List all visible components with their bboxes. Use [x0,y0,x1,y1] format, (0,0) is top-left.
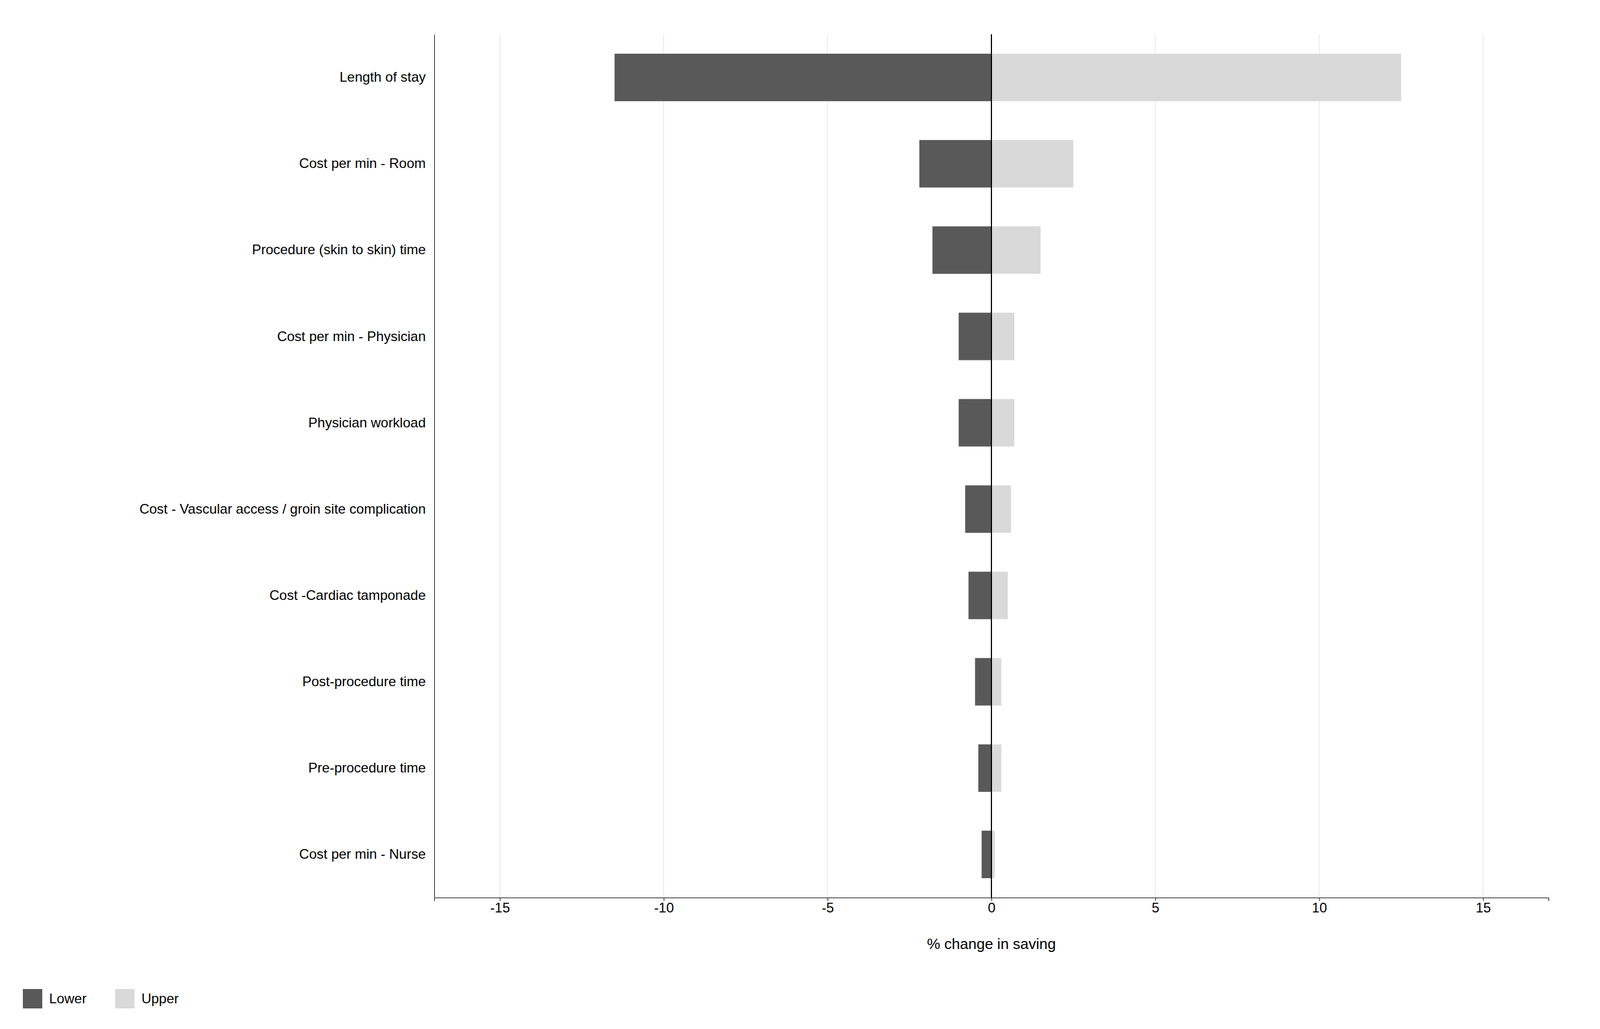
y-axis: Cost per min - Nurse Pre-procedure time Po… [139,34,435,899]
y-tick: Cost -Cardiac tamponade [269,587,435,603]
x-axis-title: % change in saving [926,935,1056,953]
y-axis-line [434,34,435,899]
bar [919,140,992,188]
grid-line [663,34,664,898]
bar [978,744,992,792]
x-tick: -15 [490,897,511,916]
y-tick-label: Cost per min - Room [299,155,426,171]
bar [614,53,992,102]
bar [981,830,992,879]
legend: Lower Upper [22,989,179,1009]
y-tick-label: Procedure (skin to skin) time [252,241,426,258]
x-tick: 15 [1475,897,1491,916]
x-tick: 10 [1312,897,1328,916]
grid-line [991,34,992,898]
bar [991,53,1402,102]
bar [991,312,1015,360]
x-tick-label: 15 [1475,900,1491,916]
x-tick: -5 [821,897,834,916]
bar [991,485,1011,533]
x-tick-label: -15 [490,900,511,916]
plot: -15 -10 -5 0 5 10 15 Cost per min - Nurse Pre-pr… [139,34,1550,916]
grid [500,34,1484,898]
x-tick-label: 0 [988,900,996,916]
bar [991,658,1002,706]
y-tick: Cost per min - Physician [277,328,435,344]
y-tick: Physician workload [308,414,435,431]
bar [968,572,992,620]
x-tick-label: 5 [1152,900,1160,916]
legend-swatch [22,989,43,1009]
bar [932,226,992,274]
y-tick: Cost - Vascular access / groin site comp… [139,501,435,517]
x-tick: -10 [654,897,675,916]
bar [991,572,1008,620]
grid-line [827,34,828,898]
bar [991,226,1041,274]
y-tick-label: Cost -Cardiac tamponade [269,587,426,603]
bar [991,398,1015,447]
x-tick: 0 [988,897,996,916]
zero-line [990,34,992,898]
bar [965,485,992,533]
x-tick-label: 10 [1312,900,1328,916]
grid-line [499,34,500,898]
legend-swatch [114,989,135,1009]
bar [958,312,992,360]
y-tick-label: Post-procedure time [302,673,426,690]
y-tick-label: Pre-procedure time [308,760,426,776]
y-tick: Pre-procedure time [308,760,435,776]
series [614,53,992,879]
x-axis: -15 -10 -5 0 5 10 15 [434,897,1550,916]
bar [991,744,1002,792]
bar [974,658,992,706]
y-tick: Cost per min - Nurse [299,846,435,862]
x-tick-label: -5 [821,900,834,916]
legend-label: Lower [49,990,87,1007]
y-tick: Post-procedure time [302,673,435,690]
grid-line [1318,34,1320,898]
y-tick-label: Cost per min - Nurse [299,846,426,862]
y-tick: Procedure (skin to skin) time [252,241,435,258]
chart: -15 -10 -5 0 5 10 15 Cost per min - Nurse Pre-pr… [0,0,1600,1029]
grid-line [1482,34,1484,898]
grid-line [1154,34,1156,898]
y-tick-label: Cost - Vascular access / groin site comp… [139,501,426,517]
bar [958,398,992,447]
y-tick-label: Length of stay [339,69,426,85]
x-tick: 5 [1152,897,1160,916]
y-tick: Cost per min - Room [299,155,435,171]
y-tick: Length of stay [339,69,435,85]
y-tick-label: Cost per min - Physician [277,328,426,344]
y-tick-label: Physician workload [308,414,426,431]
series [991,53,1402,879]
legend-label: Upper [141,990,179,1007]
bar [991,140,1074,188]
legend-item: Lower [22,989,87,1009]
bars [614,53,1401,879]
legend-item: Upper [114,989,179,1009]
x-tick-label: -10 [654,900,675,916]
